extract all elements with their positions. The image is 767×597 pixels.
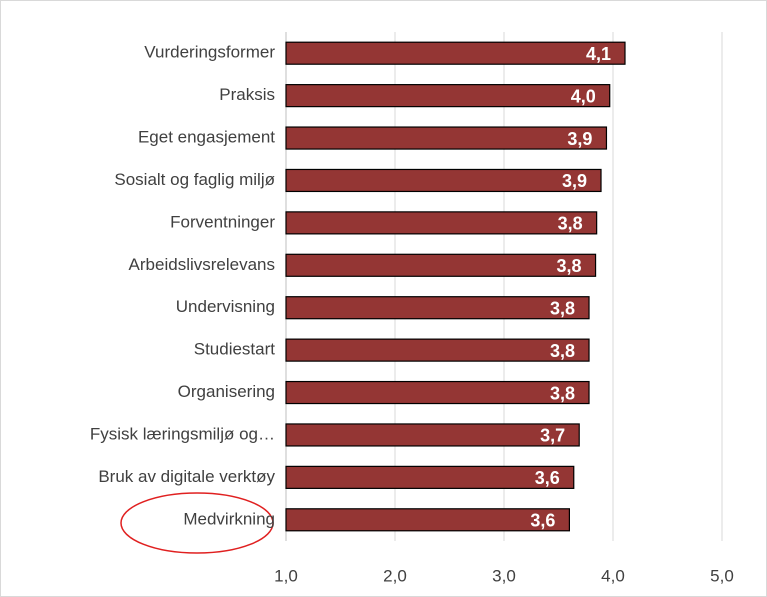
y-tick-label: Arbeidslivsrelevans (129, 255, 275, 274)
x-tick-label: 1,0 (274, 566, 298, 585)
y-tick-label: Vurderingsformer (144, 43, 275, 62)
y-tick-label: Bruk av digitale verktøy (98, 467, 275, 486)
bar (285, 168, 602, 193)
bar (285, 41, 626, 65)
value-label: 4,1 (586, 44, 611, 64)
value-label: 3,9 (562, 171, 587, 191)
value-label: 3,7 (540, 426, 565, 446)
bar (285, 338, 590, 362)
y-tick-label: Medvirkning (183, 509, 275, 528)
value-label: 4,0 (571, 86, 596, 106)
value-label: 3,6 (530, 511, 555, 531)
value-label: 3,8 (550, 298, 575, 318)
value-label: 3,8 (558, 214, 583, 234)
x-tick-label: 5,0 (710, 566, 734, 585)
y-tick-label: Eget engasjement (138, 128, 275, 147)
y-tick-label: Studiestart (194, 340, 276, 359)
bar (285, 423, 580, 447)
y-tick-label: Fysisk læringsmiljø og… (90, 424, 275, 443)
bar (285, 465, 575, 489)
x-tick-label: 3,0 (492, 566, 516, 585)
bar (285, 211, 598, 235)
value-label: 3,8 (550, 383, 575, 403)
bar (285, 508, 570, 532)
bar (285, 126, 608, 150)
bar (285, 296, 590, 320)
y-tick-label: Forventninger (170, 212, 275, 231)
x-tick-label: 2,0 (383, 566, 407, 585)
bar (285, 253, 597, 277)
value-label: 3,9 (567, 129, 592, 149)
value-label: 3,8 (557, 256, 582, 276)
value-label: 3,8 (550, 341, 575, 361)
y-tick-label: Undervisning (176, 297, 275, 316)
y-tick-label: Sosialt og faglig miljø (114, 170, 275, 189)
value-label: 3,6 (535, 468, 560, 488)
y-tick-label: Organisering (178, 382, 275, 401)
x-tick-label: 4,0 (601, 566, 625, 585)
y-tick-label: Praksis (219, 85, 275, 104)
bar (285, 84, 611, 108)
bar (285, 380, 590, 405)
highlight-ellipse (120, 492, 274, 554)
